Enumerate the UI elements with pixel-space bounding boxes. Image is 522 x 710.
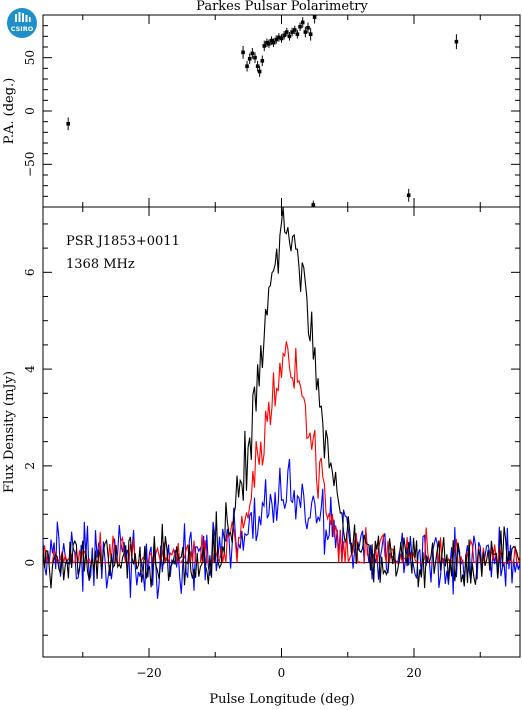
pa-point [312,15,317,24]
pa-point [267,39,271,49]
csiro-logo-text: CSIRO [11,25,34,33]
pa-marker [285,30,289,34]
pa-point [311,200,316,207]
pa-y-tick-label: 50 [23,50,37,65]
csiro-logo-bars [15,12,31,22]
pa-point [253,52,257,63]
pa-marker [279,36,284,41]
pa-marker [303,30,308,34]
pa-marker [308,32,313,36]
pa-marker [267,42,271,46]
pa-marker [260,59,265,63]
pa-point [303,26,308,38]
series-line-linear-polarization [42,341,521,565]
pa-point [255,60,260,72]
pa-marker [265,40,269,45]
pa-point [454,34,459,50]
pa-point [265,38,269,47]
pa-point [277,33,281,42]
flux-y-tick-label: 4 [23,365,37,373]
pa-point [287,32,292,41]
pa-point [308,27,313,41]
pa-point [298,22,302,31]
flux-y-tick-label: 6 [23,269,37,277]
pa-point [271,38,276,47]
pa-marker [262,44,267,48]
pa-point [300,17,305,28]
pa-points [66,15,459,207]
pa-point [260,55,265,67]
pa-marker [406,193,411,198]
pa-marker [298,24,302,29]
pa-point [406,188,411,202]
flux-x-tick-labels: −20 0 20 [136,666,421,680]
pa-point [269,36,274,45]
pa-point [279,34,284,43]
flux-y-tick-label: 0 [23,559,37,567]
pa-marker [271,40,276,45]
series-line-total-intensity [42,206,521,589]
pa-marker [300,20,305,25]
pa-marker [253,55,257,60]
pa-point [241,45,245,59]
pa-point [245,60,249,72]
pa-marker [282,33,286,38]
pa-panel-ticks [43,15,520,207]
flux-panel-frame [42,206,521,658]
series-line-circular-polarization [42,458,521,599]
pa-marker [287,34,292,39]
flux-panel: 0 2 4 6 −20 0 20 Flux Density (mJy) Puls… [2,206,521,707]
pa-point [247,53,252,65]
pa-point [257,66,262,77]
flux-y-tick-label: 2 [23,462,37,470]
pa-y-tick-label: −50 [23,152,37,177]
csiro-logo-icon [7,8,37,38]
pa-point [66,117,70,131]
flux-series-lines [42,206,521,599]
figure-title: Parkes Pulsar Polarimetry [196,0,368,14]
csiro-logo: CSIRO [7,8,37,38]
pa-marker [245,64,249,68]
pa-marker [257,69,262,74]
flux-x-axis-label: Pulse Longitude (deg) [209,692,354,707]
flux-x-tick-label: 20 [406,666,421,680]
flux-y-tick-labels: 0 2 4 6 [23,269,37,567]
pa-point [250,48,255,59]
pa-y-axis-label: P.A. (deg.) [2,78,17,145]
pa-panel-frame [42,14,521,208]
pa-point [306,22,310,34]
pa-marker [66,122,70,126]
frequency-annotation: 1368 MHz [66,257,135,272]
pa-marker [274,37,278,42]
pulsar-name-annotation: PSR J1853+0011 [66,234,180,249]
flux-x-tick-label: 0 [278,666,286,680]
pa-marker [269,38,274,43]
pa-y-tick-label: 0 [23,107,37,115]
pa-marker [311,203,316,207]
pa-marker [277,35,281,40]
pa-point [274,35,278,44]
pa-y-tick-labels: −50 0 50 [23,50,37,177]
flux-x-tick-label: −20 [136,666,161,680]
pa-marker [306,26,310,30]
pa-point [295,29,300,39]
pa-marker [454,39,459,44]
pa-marker [290,30,294,34]
pa-point [292,25,297,35]
pa-marker [241,50,245,55]
flux-y-axis-label: Flux Density (mJy) [2,371,17,493]
pa-panel: −50 0 50 P.A. (deg.) [2,14,521,208]
pa-marker [250,51,255,56]
pa-marker [295,32,300,36]
pa-marker [312,15,317,19]
pa-marker [247,56,252,61]
pa-point [282,31,286,40]
pa-point [262,40,267,52]
pa-point [290,27,294,37]
pa-point [285,27,289,37]
pa-marker [255,64,260,68]
pa-marker [292,28,297,32]
flux-panel-ticks [43,207,520,657]
